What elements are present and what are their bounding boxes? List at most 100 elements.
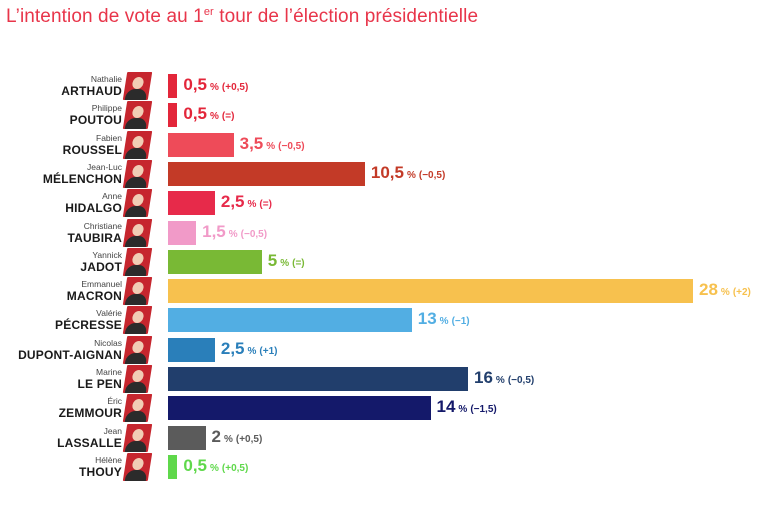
candidate-photo-body — [124, 352, 148, 364]
candidate-photo-face — [131, 370, 145, 382]
candidate-photo-body — [124, 440, 148, 452]
candidate-last-name: MÉLENCHON — [42, 171, 122, 186]
candidate-photo-face — [131, 428, 145, 441]
candidate-last-name: JADOT — [80, 259, 122, 274]
candidate-row: Christiane TAUBIRA 1,5% (−0,5) — [0, 218, 768, 249]
candidate-photo-face — [131, 311, 145, 324]
bar — [168, 454, 178, 479]
data-label-unit: % — [280, 257, 290, 269]
candidate-photo — [122, 277, 153, 306]
data-label: 0,5% (+0,5) — [183, 456, 248, 476]
candidate-last-name: LASSALLE — [57, 435, 122, 450]
candidate-first-name: Anne — [102, 191, 122, 202]
candidate-photo — [122, 159, 153, 188]
candidate-row: Hélène THOUY 0,5% (+0,5) — [0, 452, 768, 483]
data-label-change: (+2) — [732, 287, 751, 299]
bar — [168, 132, 234, 157]
data-label-change: (=) — [221, 111, 235, 123]
candidate-row: Jean-Luc MÉLENCHON 10,5% (−0,5) — [0, 159, 768, 190]
data-label-value: 0,5 — [183, 75, 208, 94]
data-label: 14% (−1,5) — [437, 397, 497, 417]
bar — [168, 249, 262, 274]
candidate-photo-body — [124, 118, 148, 130]
data-label-change: (−0,5) — [418, 169, 446, 181]
data-label-unit: % — [247, 345, 257, 357]
data-label-unit: % — [458, 404, 468, 416]
candidate-first-name: Marine — [96, 367, 122, 377]
candidate-last-name: DUPONT-AIGNAN — [18, 347, 122, 362]
candidate-photo-face — [131, 164, 145, 177]
bar — [168, 396, 431, 421]
candidate-name: Nicolas DUPONT-AIGNAN — [18, 338, 122, 362]
data-label-value: 2,5 — [220, 192, 245, 212]
candidate-first-name: Jean-Luc — [87, 161, 122, 172]
candidate-photo-body — [124, 89, 148, 100]
data-label-value: 16 — [474, 368, 493, 387]
candidate-first-name: Christiane — [83, 220, 122, 231]
candidate-row: Jean LASSALLE 2% (+0,5) — [0, 423, 768, 454]
candidate-last-name: HIDALGO — [65, 201, 122, 216]
data-label-change: (−0,5) — [278, 140, 305, 152]
candidate-row: Nicolas DUPONT-AIGNAN 2,5% (+1) — [0, 335, 768, 366]
data-label: 1,5% (−0,5) — [202, 222, 267, 242]
candidate-first-name: Valérie — [96, 308, 122, 319]
data-label-value: 3,5 — [239, 133, 264, 153]
data-label: 13% (−1) — [418, 309, 470, 329]
candidate-photo — [122, 423, 153, 452]
candidate-last-name: TAUBIRA — [67, 230, 122, 245]
candidate-name: Fabien ROUSSEL — [63, 133, 122, 157]
data-label-value: 2 — [211, 426, 221, 446]
data-label-change: (−0,5) — [507, 375, 535, 386]
candidate-row: Emmanuel MACRON 28% (+2) — [0, 277, 768, 307]
data-label-value: 0,5 — [183, 455, 208, 475]
bar — [168, 337, 215, 362]
data-label-change: (=) — [259, 199, 272, 211]
data-label-unit: % — [210, 82, 219, 93]
candidate-photo-face — [131, 194, 145, 207]
data-label-unit: % — [228, 228, 238, 240]
candidate-photo-body — [124, 176, 148, 188]
candidate-last-name: THOUY — [79, 464, 122, 479]
candidate-last-name: ZEMMOUR — [58, 406, 122, 421]
candidate-name: Valérie PÉCRESSE — [55, 308, 122, 332]
data-label-value: 28 — [699, 280, 718, 300]
chart-title: L’intention de vote au 1er tour de l’éle… — [6, 6, 478, 28]
data-label-value: 10,5 — [370, 162, 404, 182]
data-label: 2% (+0,5) — [212, 427, 263, 447]
candidate-photo — [122, 452, 153, 481]
data-label: 28% (+2) — [699, 280, 751, 300]
candidate-name: Hélène THOUY — [79, 455, 122, 479]
bar — [168, 367, 468, 391]
data-label-value: 13 — [417, 309, 437, 329]
bar — [168, 103, 178, 128]
candidate-first-name: Yannick — [92, 249, 122, 260]
candidate-first-name: Nicolas — [94, 337, 122, 348]
data-label-change: (+0,5) — [235, 433, 263, 445]
candidate-photo-face — [131, 340, 145, 353]
candidate-first-name: Philippe — [91, 103, 122, 114]
data-label: 0,5% (+0,5) — [183, 75, 248, 95]
candidate-name: Marine LE PEN — [77, 367, 122, 391]
candidate-photo — [122, 306, 153, 335]
candidate-row: Éric ZEMMOUR 14% (−1,5) — [0, 394, 768, 424]
data-label-change: (=) — [292, 257, 305, 269]
data-label: 10,5% (−0,5) — [371, 163, 445, 183]
candidate-name: Nathalie ARTHAUD — [61, 74, 122, 98]
candidate-photo-face — [131, 399, 145, 412]
data-label: 3,5% (−0,5) — [240, 134, 305, 154]
candidate-first-name: Fabien — [96, 132, 122, 143]
data-label-value: 0,5 — [183, 104, 208, 124]
bar — [168, 220, 197, 245]
candidate-name: Emmanuel MACRON — [67, 279, 122, 303]
candidate-name: Christiane TAUBIRA — [67, 221, 122, 245]
candidate-photo-face — [131, 457, 145, 470]
data-label-unit: % — [495, 375, 505, 386]
data-label-unit: % — [266, 140, 276, 152]
data-label-change: (−0,5) — [240, 228, 268, 240]
bar — [168, 308, 412, 333]
candidate-first-name: Hélène — [95, 454, 122, 465]
candidate-row: Fabien ROUSSEL 3,5% (−0,5) — [0, 130, 768, 161]
candidate-name: Éric ZEMMOUR — [59, 396, 122, 420]
data-label-unit: % — [439, 316, 449, 328]
